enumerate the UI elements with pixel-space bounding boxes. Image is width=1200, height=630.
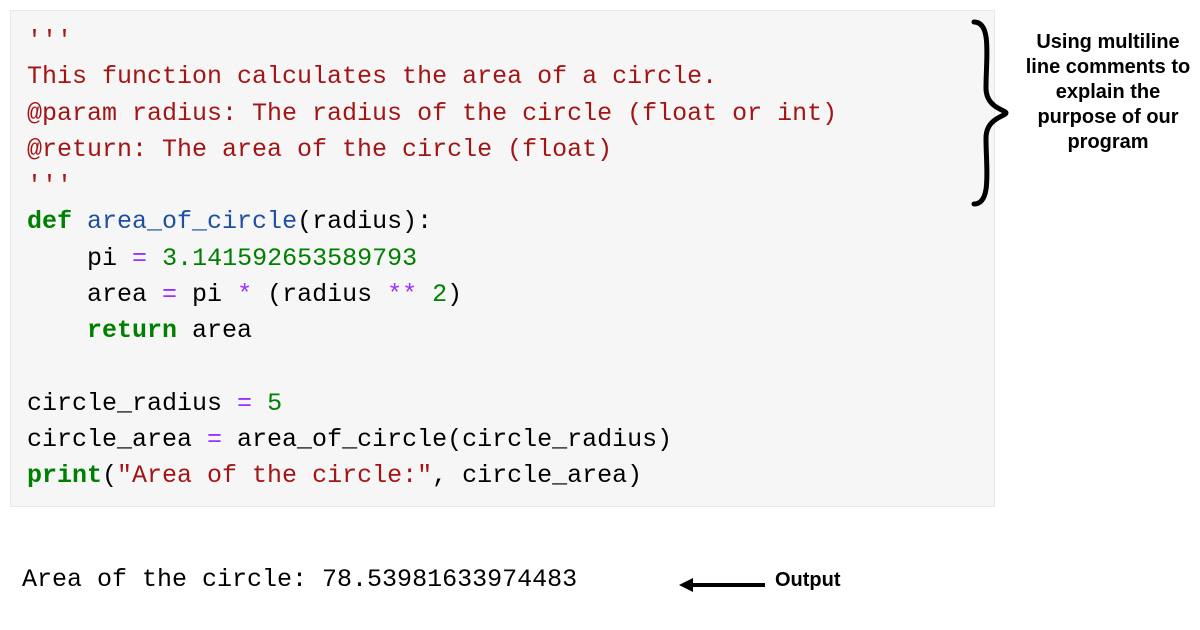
- code-text: (: [102, 461, 117, 490]
- curly-brace-icon: [970, 18, 1010, 208]
- code-text: area: [27, 280, 162, 309]
- code-text: , circle_area): [432, 461, 642, 490]
- operator: =: [207, 425, 222, 454]
- code-text: area: [177, 316, 252, 345]
- code-text: circle_radius: [27, 389, 237, 418]
- indent: [27, 316, 87, 345]
- operator: *: [237, 280, 252, 309]
- number-literal: 3.141592653589793: [162, 244, 417, 273]
- code-text: [147, 244, 162, 273]
- annotation-output: Output: [775, 569, 841, 592]
- keyword-return: return: [87, 316, 177, 345]
- code-text: pi: [177, 280, 237, 309]
- operator: =: [132, 244, 147, 273]
- code-text: [417, 280, 432, 309]
- code-text: circle_area: [27, 425, 207, 454]
- builtin-print: print: [27, 461, 102, 490]
- code-text: ): [447, 280, 462, 309]
- code-text: (radius: [252, 280, 387, 309]
- docstring-line: @param radius: The radius of the circle …: [27, 99, 837, 128]
- number-literal: 2: [432, 280, 447, 309]
- string-literal: "Area of the circle:": [117, 461, 432, 490]
- code-text: area_of_circle(circle_radius): [222, 425, 672, 454]
- number-literal: 5: [267, 389, 282, 418]
- arrow-left-icon: [677, 575, 767, 595]
- keyword-def: def: [27, 207, 72, 236]
- figure-root: ''' This function calculates the area of…: [0, 0, 1200, 630]
- code-block: ''' This function calculates the area of…: [10, 10, 995, 507]
- docstring-line: @return: The area of the circle (float): [27, 135, 612, 164]
- function-name: area_of_circle: [87, 207, 297, 236]
- docstring-close: ''': [27, 171, 72, 200]
- operator: =: [162, 280, 177, 309]
- docstring-open: ''': [27, 26, 72, 55]
- def-signature: (radius):: [297, 207, 432, 236]
- operator: **: [387, 280, 417, 309]
- docstring-line: This function calculates the area of a c…: [27, 62, 717, 91]
- code-text: pi: [27, 244, 132, 273]
- code-text: [252, 389, 267, 418]
- operator: =: [237, 389, 252, 418]
- annotation-docstring: Using multiline line comments to explain…: [1018, 30, 1198, 155]
- program-output: Area of the circle: 78.53981633974483: [22, 565, 577, 594]
